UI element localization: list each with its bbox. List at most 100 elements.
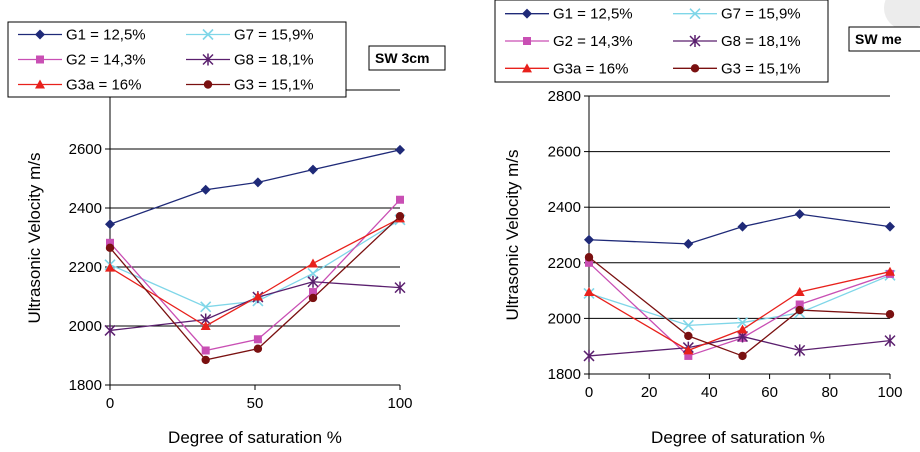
series-line — [588, 262, 891, 357]
data-point — [585, 258, 593, 267]
data-point — [308, 293, 318, 303]
x-tick-label: 100 — [877, 384, 902, 401]
legend-entry-G2: G2 = 14,3% — [18, 52, 146, 69]
y-axis-label: Ultrasonic Velocity m/s — [503, 150, 522, 321]
legend-entry-G7: G7 = 15,9% — [673, 6, 801, 23]
data-point — [200, 301, 212, 313]
legend-box — [7, 21, 347, 98]
y-tick-label: 2600 — [548, 144, 581, 161]
legend-entry-G3: G3 = 15,1% — [673, 60, 801, 77]
data-point — [105, 262, 115, 272]
legend-label: G3a = 16% — [66, 77, 141, 94]
y-tick-label: 2200 — [69, 259, 102, 276]
chart-2: 1800 2000 2200 2400 2600 2800 0 20 40 60 80 100 Degr… — [494, 0, 903, 447]
data-point — [201, 355, 210, 365]
series-G1 — [584, 209, 895, 249]
x-axis-label: Degree of saturation % — [168, 428, 342, 447]
data-point — [795, 300, 804, 309]
legend-marker — [523, 37, 531, 45]
legend-marker — [689, 35, 701, 47]
legend-entry-G2: G2 = 14,3% — [505, 33, 633, 50]
x-tick-label: 60 — [761, 384, 778, 401]
series-line — [109, 217, 401, 327]
series-G1 — [105, 144, 405, 230]
y-tick-label: 1800 — [548, 366, 581, 383]
sample-tag-label: SW me — [855, 31, 902, 47]
x-tick-label: 40 — [701, 384, 718, 401]
data-point — [395, 212, 405, 221]
series-G8 — [104, 275, 406, 337]
data-point — [395, 144, 405, 155]
series-G3a — [584, 266, 895, 355]
y-tick-label: 2600 — [69, 141, 102, 158]
legend-marker — [690, 64, 700, 73]
data-point — [200, 321, 211, 330]
x-tick-label: 80 — [821, 384, 838, 401]
data-point — [794, 286, 805, 296]
y-tick-label: 2400 — [548, 199, 581, 216]
legend-label: G8 = 18,1% — [721, 33, 801, 50]
legend-entry-G7: G7 = 15,9% — [186, 27, 314, 44]
legend-marker — [36, 55, 44, 64]
legend-label: G2 = 14,3% — [66, 52, 146, 69]
series-G3a — [105, 213, 405, 330]
legend: G1 = 12,5% G7 = 15,9% G2 = 14,3% G8 = 18,1%… — [494, 0, 829, 83]
series-G7 — [583, 269, 896, 331]
legend-marker — [689, 8, 701, 20]
legend-marker — [35, 29, 45, 40]
legend-marker — [203, 80, 213, 89]
legend-label: G7 = 15,9% — [721, 6, 801, 23]
data-point — [682, 319, 694, 331]
legend-label: G3a = 16% — [553, 60, 628, 77]
x-tick-label: 0 — [585, 384, 593, 401]
data-point — [253, 335, 262, 344]
data-point — [794, 209, 805, 220]
data-point — [200, 184, 211, 195]
legend-label: G8 = 18,1% — [234, 52, 314, 69]
y-axis-label: Ultrasonic Velocity m/s — [25, 153, 44, 324]
y-tick-label: 2200 — [548, 255, 581, 272]
legend-box — [494, 0, 829, 83]
y-tick-label: 2400 — [69, 200, 102, 217]
legend-entry-G1: G1 = 12,5% — [18, 27, 146, 44]
data-point — [104, 324, 116, 337]
legend-entry-G8: G8 = 18,1% — [186, 52, 314, 69]
data-point — [684, 351, 693, 360]
series-G2 — [106, 195, 404, 355]
legend-entry-G8: G8 = 18,1% — [673, 33, 801, 50]
sample-tag: SW 3cm — [368, 45, 446, 71]
corner-decoration — [884, 0, 920, 30]
y-tick-label: 2000 — [69, 318, 102, 335]
series-line — [109, 281, 401, 332]
data-point — [252, 177, 263, 188]
data-point — [683, 238, 694, 249]
x-tick-label: 100 — [387, 395, 412, 412]
legend-marker — [35, 79, 45, 89]
data-point — [394, 281, 406, 294]
legend-label: G1 = 12,5% — [553, 6, 633, 23]
data-point — [105, 219, 115, 230]
y-tick-label: 2000 — [548, 310, 581, 327]
data-point — [736, 317, 749, 329]
x-tick-label: 50 — [247, 395, 264, 412]
data-point — [584, 286, 594, 296]
data-point — [106, 238, 114, 247]
data-point — [885, 221, 895, 232]
sample-tag-box — [848, 26, 920, 52]
data-point — [885, 266, 895, 276]
legend-marker — [202, 53, 214, 66]
legend-entry-G3a: G3a = 16% — [505, 60, 628, 77]
sample-tag-label: SW 3cm — [375, 50, 429, 66]
data-point — [738, 351, 747, 361]
legend-entry-G3: G3 = 15,1% — [186, 77, 314, 94]
data-point — [737, 221, 748, 232]
series-line — [109, 199, 401, 352]
data-point — [396, 195, 404, 204]
data-point — [253, 344, 263, 353]
legend-entry-G3a: G3a = 16% — [18, 77, 141, 94]
legend-label: G3 = 15,1% — [721, 60, 801, 77]
x-tick-label: 20 — [641, 384, 658, 401]
data-point — [105, 243, 115, 253]
data-point — [308, 164, 318, 175]
